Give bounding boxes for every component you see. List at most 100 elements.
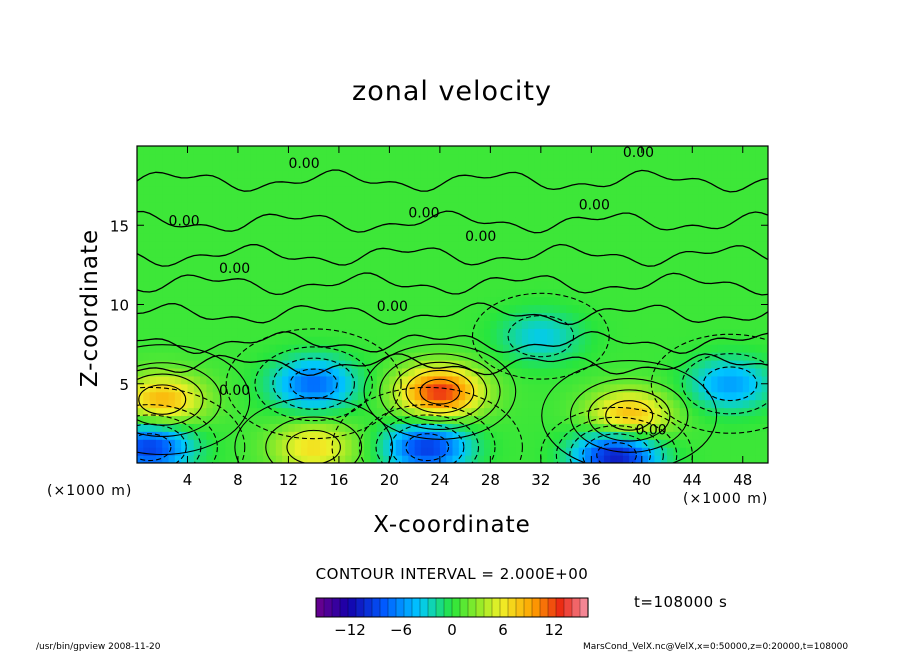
heat-cell <box>496 336 504 345</box>
heat-cell <box>496 288 504 298</box>
heat-cell <box>641 431 649 440</box>
heat-cell <box>547 217 555 226</box>
heat-cell <box>294 304 302 314</box>
heat-cell <box>206 415 214 424</box>
heat-cell <box>364 241 372 250</box>
heat-cell <box>370 439 378 448</box>
heat-cell <box>376 431 384 440</box>
heat-cell <box>200 344 208 353</box>
heat-cell <box>433 304 441 314</box>
heat-cell <box>193 146 201 155</box>
heat-cell <box>345 264 353 274</box>
heat-cell <box>206 391 214 401</box>
heat-cell <box>389 146 397 155</box>
heat-cell <box>420 201 428 210</box>
heat-cell <box>244 423 252 432</box>
heat-cell <box>559 415 567 424</box>
heat-cell <box>692 146 700 155</box>
heat-cell <box>149 312 157 321</box>
heat-cell <box>704 225 712 234</box>
heat-cell <box>641 153 649 163</box>
colorbar-swatch <box>547 597 557 618</box>
heat-cell <box>225 193 233 203</box>
heat-cell <box>237 233 245 242</box>
heat-cell <box>755 264 763 274</box>
heat-cell <box>736 304 744 314</box>
heat-cell <box>692 209 700 218</box>
heat-cell <box>559 272 567 282</box>
heat-cell <box>578 415 586 424</box>
heat-cell <box>496 193 504 203</box>
heat-cell <box>307 328 315 337</box>
heat-cell <box>477 241 485 250</box>
heat-cell <box>414 256 422 266</box>
zero-contour <box>137 302 768 326</box>
heat-cell <box>496 352 504 361</box>
heat-cell <box>282 359 290 369</box>
heat-cell <box>319 177 327 187</box>
heat-cell <box>692 312 700 321</box>
heat-cell <box>578 359 586 369</box>
heat-cell <box>168 193 176 203</box>
heat-cell <box>256 249 264 258</box>
heat-cell <box>553 407 561 417</box>
heat-cell <box>591 375 599 385</box>
heat-cell <box>578 193 586 203</box>
heat-cell <box>427 415 435 424</box>
heat-cell <box>338 399 346 409</box>
heat-cell <box>162 288 170 298</box>
heat-cell <box>559 153 567 163</box>
heat-cell <box>458 209 466 218</box>
heat-cell <box>534 241 542 250</box>
heat-cell <box>585 146 592 155</box>
heat-cell <box>660 431 668 440</box>
heat-cell <box>521 264 529 274</box>
heat-cell <box>458 399 466 409</box>
heat-cell <box>572 280 580 290</box>
heat-cell <box>200 367 208 377</box>
heat-cell <box>181 423 189 432</box>
heat-cell <box>673 431 681 440</box>
heat-cell <box>193 447 201 456</box>
heat-cell <box>137 415 144 424</box>
heat-cell <box>635 431 643 440</box>
heat-cell <box>585 375 592 385</box>
heat-cell <box>679 146 687 155</box>
colorbar-swatch <box>315 597 325 618</box>
heat-cell <box>471 209 479 218</box>
heat-cell <box>219 423 226 432</box>
heat-cell <box>622 201 630 210</box>
heat-cell <box>168 359 176 369</box>
heat-cell <box>667 233 674 242</box>
heat-cell <box>622 153 630 163</box>
heat-cell <box>446 146 454 155</box>
heat-cell <box>408 455 416 463</box>
heat-cell <box>439 256 447 266</box>
heat-cell <box>269 241 277 250</box>
heat-cell <box>717 264 725 274</box>
heat-cell <box>357 455 365 463</box>
heat-cell <box>219 399 226 409</box>
heat-cell <box>294 431 302 440</box>
heat-cell <box>225 399 233 409</box>
heat-cell <box>256 320 264 329</box>
heat-cell <box>502 391 510 401</box>
heat-cell <box>585 383 592 393</box>
heat-cell <box>168 320 176 329</box>
heat-cell <box>256 264 264 274</box>
heat-cell <box>515 225 523 234</box>
heat-cell <box>698 328 706 337</box>
heat-cell <box>288 169 296 179</box>
heat-cell <box>610 264 618 274</box>
heat-cell <box>288 367 296 377</box>
heat-cell <box>307 320 315 329</box>
heat-cell <box>540 320 548 329</box>
heat-cell <box>351 447 359 456</box>
heat-cell <box>439 264 447 274</box>
heat-cell <box>389 383 397 393</box>
heat-cell <box>193 233 201 242</box>
heat-cell <box>559 304 567 314</box>
heat-cell <box>641 209 649 218</box>
heat-cell <box>452 193 460 203</box>
heat-cell <box>200 288 208 298</box>
